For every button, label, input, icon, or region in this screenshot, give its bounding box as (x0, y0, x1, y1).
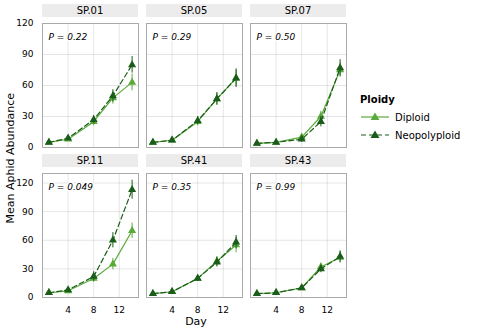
svg-text:P = 0.29: P = 0.29 (153, 32, 192, 42)
svg-text:30: 30 (22, 111, 34, 121)
html-text:Ploidy: Ploidy (360, 94, 395, 105)
html-text:SP.41: SP.41 (180, 155, 208, 166)
svg-text:120: 120 (16, 178, 33, 188)
svg-text:0: 0 (28, 292, 34, 302)
svg-text:4: 4 (273, 305, 279, 315)
html-text:SP.05: SP.05 (180, 5, 208, 16)
svg-text:60: 60 (22, 235, 34, 245)
svg-text:12: 12 (322, 305, 333, 315)
html-text:Day: Day (185, 315, 207, 328)
svg-text:0: 0 (28, 142, 34, 152)
svg-text:4: 4 (65, 305, 71, 315)
svg-text:12: 12 (114, 305, 125, 315)
svg-text:60: 60 (22, 80, 34, 90)
svg-text:8: 8 (299, 305, 305, 315)
svg-text:120: 120 (16, 18, 33, 28)
svg-text:P = 0.35: P = 0.35 (153, 182, 192, 192)
html-text:Diploid: Diploid (395, 111, 430, 123)
html-text:Neopolyploid: Neopolyploid (395, 129, 461, 141)
html-text:SP.43: SP.43 (284, 155, 312, 166)
svg-text:4: 4 (169, 305, 175, 315)
svg-text:P = 0.22: P = 0.22 (49, 32, 88, 42)
svg-text:8: 8 (195, 305, 201, 315)
svg-text:90: 90 (22, 49, 34, 59)
svg-text:30: 30 (22, 264, 34, 274)
svg-text:90: 90 (22, 207, 34, 217)
svg-text:P = 0.049: P = 0.049 (49, 182, 94, 192)
html-text:Mean Aphid Abundance: Mean Aphid Abundance (3, 93, 17, 224)
svg-text:8: 8 (91, 305, 97, 315)
svg-text:12: 12 (218, 305, 229, 315)
svg-text:P = 0.50: P = 0.50 (257, 32, 296, 42)
html-text:SP.01: SP.01 (76, 5, 104, 16)
html-text:SP.07: SP.07 (284, 5, 312, 16)
html-text:SP.11: SP.11 (76, 155, 104, 166)
svg-text:P = 0.99: P = 0.99 (257, 182, 296, 192)
